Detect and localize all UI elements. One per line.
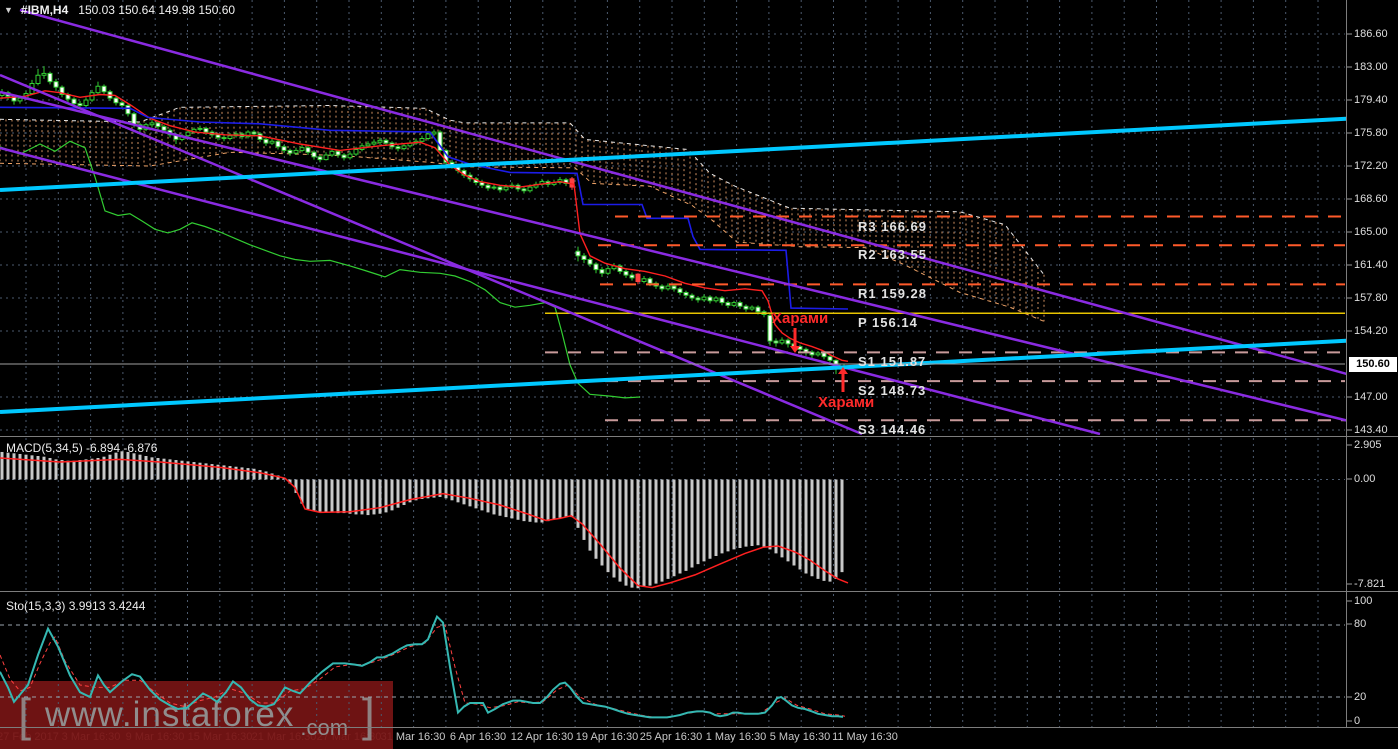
pane-separator — [0, 727, 1398, 728]
price-axis-label: 161.40 — [1354, 259, 1388, 271]
time-axis-label[interactable]: 19 Apr 16:30 — [575, 731, 639, 743]
tenkan-sen-line — [0, 90, 849, 362]
stochastic-indicator-label: Sto(15,3,3) 3.9913 3.4244 — [6, 599, 146, 613]
kijun-sen-line — [0, 106, 849, 310]
chart-menu-arrow-icon[interactable]: ▼ — [4, 5, 13, 15]
time-axis-label[interactable]: 25 Apr 16:30 — [639, 731, 703, 743]
macd-axis-label: -7.821 — [1354, 578, 1386, 590]
sto-axis-label: 100 — [1354, 595, 1373, 607]
time-axis-label[interactable]: 31 Mar 16:30 — [380, 731, 446, 743]
price-axis-label: 179.40 — [1354, 94, 1388, 106]
sto-axis-label: 80 — [1354, 618, 1367, 630]
watermark-close-bracket: ] — [362, 689, 375, 741]
pivot-level-label: P 156.14 — [858, 315, 918, 331]
macd-indicator-label: MACD(5,34,5) -6.894 -6.876 — [6, 441, 158, 455]
harami-annotation-label: Харами — [818, 394, 875, 411]
chikou-span-line — [0, 140, 641, 399]
harami-annotation-label: Харами — [772, 310, 829, 327]
price-axis-label: 154.20 — [1354, 325, 1388, 337]
axis-ticks — [1346, 33, 1352, 722]
watermark-open-bracket: [ — [18, 689, 31, 741]
price-axis-separator — [1346, 0, 1347, 728]
sto-axis-label: 0 — [1354, 715, 1361, 727]
price-axis-label: 172.20 — [1354, 160, 1388, 172]
harami-arrows — [790, 328, 848, 392]
pivot-level-label: S3 144.46 — [858, 422, 927, 438]
time-axis-label[interactable]: 5 May 16:30 — [769, 731, 831, 743]
macd-axis-label: 2.905 — [1354, 439, 1382, 451]
macd-signal-line — [0, 457, 849, 589]
time-axis-label[interactable]: 1 May 16:30 — [705, 731, 767, 743]
chart-title: ▼ #IBM,H4 150.03 150.64 149.98 150.60 — [4, 3, 235, 17]
candles-layer — [0, 66, 845, 375]
sto-main-line — [0, 614, 844, 719]
sto-signal-line — [0, 624, 846, 718]
price-axis-label: 143.40 — [1354, 424, 1388, 436]
price-axis-label: 157.80 — [1354, 292, 1388, 304]
macd-histogram — [0, 451, 844, 589]
pane-separator[interactable] — [0, 591, 1398, 592]
time-axis-label[interactable]: 6 Apr 16:30 — [449, 731, 507, 743]
price-axis-label: 175.80 — [1354, 127, 1388, 139]
price-axis-label: 168.60 — [1354, 193, 1388, 205]
sto-axis-label: 20 — [1354, 691, 1367, 703]
symbol-period-label: #IBM,H4 — [20, 3, 69, 17]
time-axis-label[interactable]: 12 Apr 16:30 — [510, 731, 574, 743]
price-axis-label: 165.00 — [1354, 226, 1388, 238]
pivot-level-label: R1 159.28 — [858, 286, 927, 302]
price-axis-label: 183.00 — [1354, 61, 1388, 73]
pivot-lines — [545, 215, 1345, 422]
ohlc-quote-label: 150.03 150.64 149.98 150.60 — [78, 3, 236, 17]
pane-separator[interactable] — [0, 436, 1398, 437]
price-axis-label: 147.00 — [1354, 391, 1388, 403]
current-price-box: 150.60 — [1349, 357, 1397, 372]
pivot-level-label: R2 163.55 — [858, 247, 927, 263]
pivot-level-label: S2 148.73 — [858, 383, 927, 399]
price-axis-label: 186.60 — [1354, 28, 1388, 40]
pivot-level-label: S1 151.87 — [858, 354, 927, 370]
trendlines — [0, 8, 1346, 435]
time-axis-label[interactable]: 11 May 16:30 — [832, 731, 898, 743]
pivot-level-label: R3 166.69 — [858, 218, 927, 234]
macd-axis-label: 0.00 — [1354, 473, 1376, 485]
